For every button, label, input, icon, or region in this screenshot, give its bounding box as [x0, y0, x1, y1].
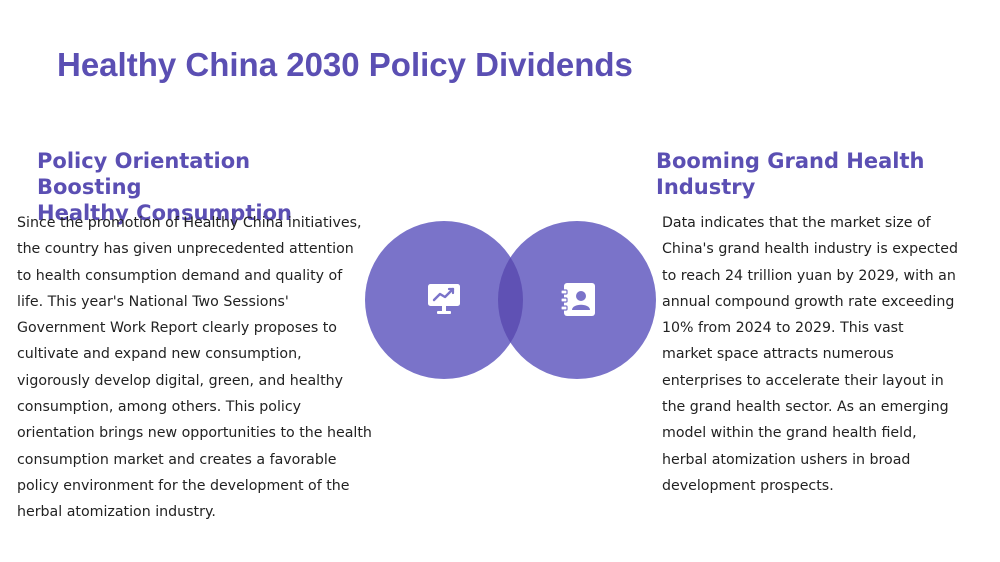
grand-health-heading: Booming Grand Health Industry	[656, 148, 956, 200]
grand-health-heading-line1: Booming Grand Health	[656, 149, 925, 173]
policy-orientation-heading-line1: Policy Orientation Boosting	[37, 149, 251, 199]
page-title: Healthy China 2030 Policy Dividends	[57, 46, 633, 83]
policy-orientation-heading: Policy Orientation Boosting Healthy Cons…	[37, 148, 357, 226]
contact-book-icon	[560, 283, 595, 316]
venn-diagram-graphic	[365, 221, 656, 379]
grand-health-text: Data indicates that the market size of C…	[662, 215, 958, 494]
monitor-chart-icon	[428, 284, 460, 314]
venn-diagram	[364, 220, 657, 380]
policy-orientation-heading-line2: Healthy Consumption	[37, 201, 292, 225]
grand-health-heading-line2: Industry	[656, 175, 756, 199]
policy-orientation-text: Since the promotion of Healthy China ini…	[17, 215, 372, 521]
